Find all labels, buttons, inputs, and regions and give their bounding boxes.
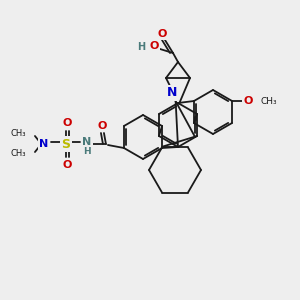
Text: H: H	[83, 146, 91, 155]
Text: O: O	[62, 118, 72, 128]
Text: H: H	[137, 42, 145, 52]
Text: CH₃: CH₃	[11, 128, 26, 137]
Text: N: N	[39, 139, 49, 149]
Text: O: O	[97, 121, 106, 131]
Text: O: O	[149, 41, 159, 51]
Text: O: O	[62, 160, 72, 170]
Text: O: O	[157, 29, 167, 39]
Text: CH₃: CH₃	[260, 97, 277, 106]
Text: N: N	[82, 137, 92, 147]
Text: N: N	[167, 86, 177, 100]
Text: O: O	[243, 96, 253, 106]
Text: S: S	[61, 137, 70, 151]
Text: CH₃: CH₃	[11, 148, 26, 158]
